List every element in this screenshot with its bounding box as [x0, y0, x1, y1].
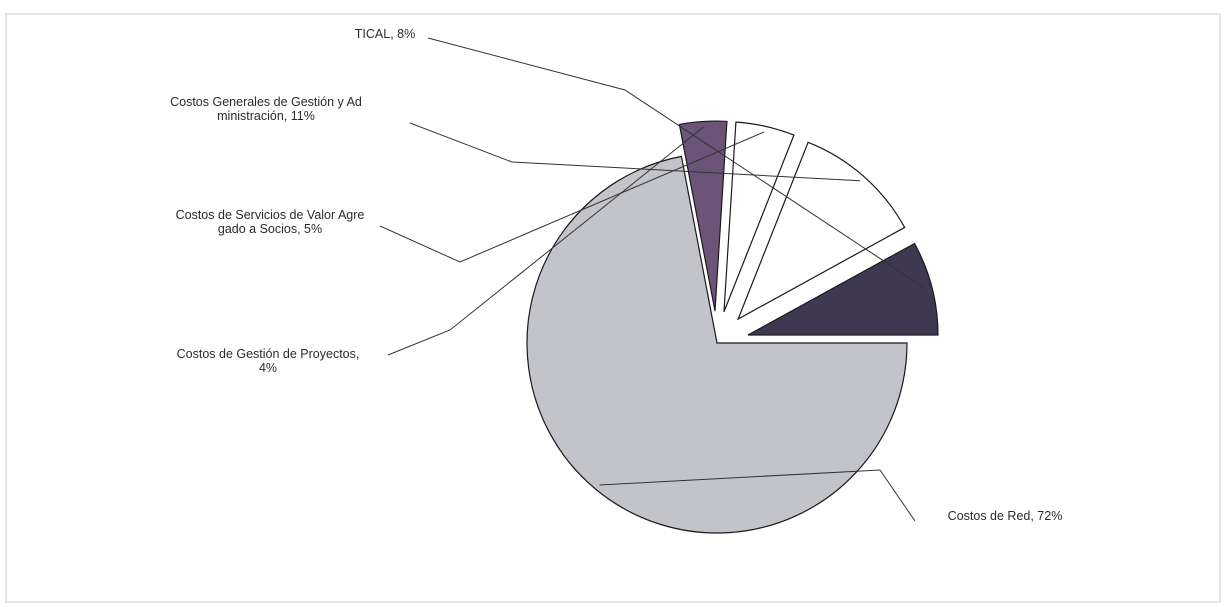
slice-label-gestion-administracion: Costos Generales de Gestión y Ad [170, 95, 362, 109]
pie-slice-gestion-administracion [736, 141, 906, 321]
leader-line-gestion-proyectos [387, 126, 704, 356]
plot-area-border [5, 13, 1221, 603]
slice-label-gestion-administracion: ministración, 11% [217, 109, 315, 123]
slice-label-gestion-proyectos: 4% [259, 361, 277, 375]
leader-line-gestion-administracion [409, 122, 861, 182]
pie-slice-costos-de-red [526, 155, 908, 534]
slice-label-gestion-proyectos: Costos de Gestión de Proyectos, [177, 347, 360, 361]
slice-label-tical: TICAL, 8% [355, 27, 415, 41]
leader-line-servicios-valor [379, 131, 765, 263]
pie-slice-servicios-valor [723, 121, 795, 312]
leader-line-costos-de-red [599, 469, 916, 522]
leader-line-tical [427, 37, 927, 290]
pie-slice-tical [747, 242, 939, 336]
pie-slice-gestion-proyectos [678, 120, 728, 312]
slice-label-servicios-valor: Costos de Servicios de Valor Agre [176, 208, 365, 222]
slice-label-costos-de-red: Costos de Red, 72% [948, 509, 1063, 523]
slice-label-servicios-valor: gado a Socios, 5% [218, 222, 322, 236]
